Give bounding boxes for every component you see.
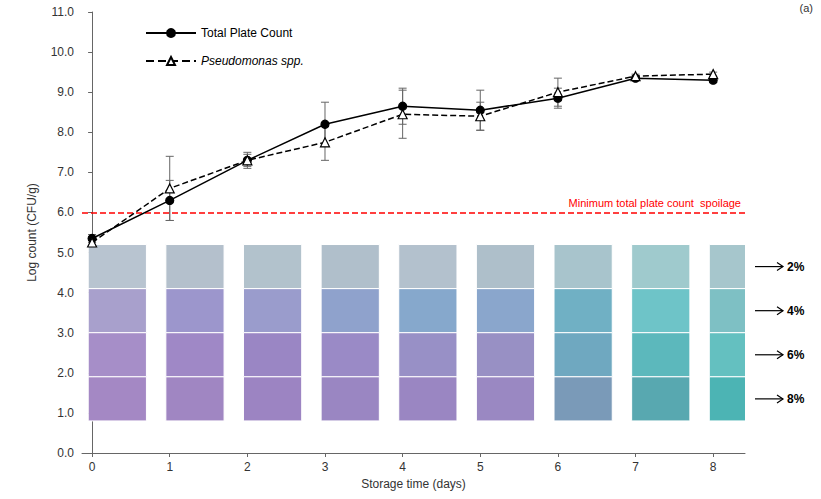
svg-text:6%: 6% (787, 348, 805, 362)
svg-text:4.0: 4.0 (57, 286, 74, 300)
svg-text:8: 8 (710, 460, 717, 474)
svg-text:Pseudomonas spp.: Pseudomonas spp. (201, 54, 304, 68)
svg-text:2.0: 2.0 (57, 366, 74, 380)
svg-text:(a): (a) (800, 2, 813, 14)
svg-text:8.0: 8.0 (57, 125, 74, 139)
svg-text:2%: 2% (787, 260, 805, 274)
svg-text:6.0: 6.0 (57, 205, 74, 219)
svg-text:3: 3 (322, 460, 329, 474)
svg-text:0: 0 (89, 460, 96, 474)
svg-text:8%: 8% (787, 392, 805, 406)
svg-text:3.0: 3.0 (57, 326, 74, 340)
svg-text:Total Plate Count: Total Plate Count (201, 26, 293, 40)
svg-text:10.0: 10.0 (51, 45, 75, 59)
svg-text:Minimum total plate count spo: Minimum total plate count spoilage (569, 197, 741, 209)
svg-text:1.0: 1.0 (57, 406, 74, 420)
svg-text:9.0: 9.0 (57, 85, 74, 99)
svg-text:Log count (CFU/g): Log count (CFU/g) (25, 183, 39, 282)
svg-text:4: 4 (399, 460, 406, 474)
svg-text:5.0: 5.0 (57, 246, 74, 260)
svg-text:5: 5 (477, 460, 484, 474)
svg-text:0.0: 0.0 (57, 446, 74, 460)
svg-text:6: 6 (555, 460, 562, 474)
svg-text:1: 1 (166, 460, 173, 474)
svg-text:7.0: 7.0 (57, 165, 74, 179)
svg-text:2: 2 (244, 460, 251, 474)
svg-text:4%: 4% (787, 304, 805, 318)
svg-text:7: 7 (632, 460, 639, 474)
svg-text:11.0: 11.0 (52, 5, 75, 19)
svg-text:Storage time (days): Storage time (days) (361, 477, 466, 491)
